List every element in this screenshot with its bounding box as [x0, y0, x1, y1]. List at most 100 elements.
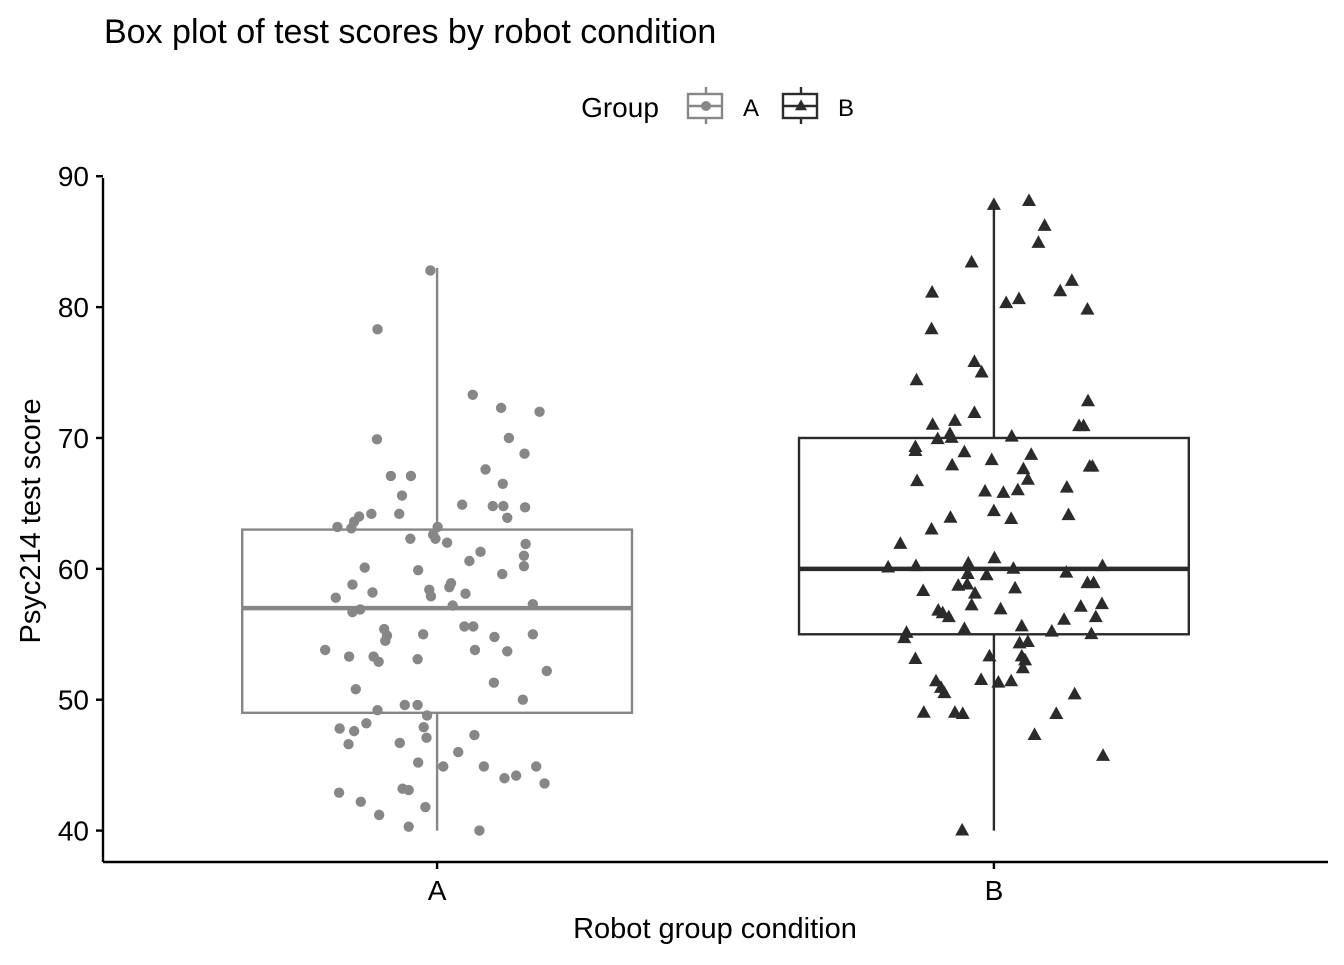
data-point-a-89 [403, 784, 414, 796]
data-point-b-54 [979, 567, 994, 581]
data-point-a-66 [350, 684, 361, 695]
data-point-a-74 [348, 725, 360, 737]
data-point-a-75 [418, 722, 429, 733]
data-point-a-43 [460, 588, 471, 599]
data-point-a-85 [510, 770, 522, 781]
data-point-a-71 [421, 710, 433, 721]
data-point-b-90 [1067, 686, 1082, 700]
data-point-a-0 [372, 324, 383, 335]
data-point-b-43 [1004, 511, 1019, 525]
data-point-b-44 [924, 521, 939, 535]
data-point-b-97 [955, 822, 970, 836]
data-point-a-68 [399, 699, 410, 711]
legend-label-a: A [743, 95, 759, 122]
data-point-b-95 [1027, 727, 1042, 740]
data-point-b-61 [1086, 575, 1101, 589]
data-point-a-79 [421, 732, 432, 743]
data-point-b-86 [937, 685, 952, 699]
data-point-a-39 [347, 579, 358, 590]
data-point-a-87 [539, 778, 550, 789]
data-point-b-63 [993, 601, 1008, 615]
data-point-b-36 [1059, 480, 1074, 493]
data-point-b-23 [1004, 428, 1019, 442]
data-point-a-23 [346, 523, 357, 534]
data-point-b-3 [1031, 235, 1046, 248]
data-point-b-29 [1024, 447, 1039, 460]
data-point-a-22 [332, 521, 343, 533]
data-point-a-26 [405, 533, 416, 544]
data-point-b-94 [1049, 706, 1064, 720]
data-point-a-5 [371, 434, 383, 445]
data-point-b-26 [908, 443, 923, 456]
y-tick-label-90: 90 [58, 161, 89, 192]
data-point-a-13 [456, 499, 468, 510]
data-point-a-78 [343, 739, 354, 750]
data-point-a-63 [502, 646, 513, 657]
data-point-a-55 [489, 631, 500, 643]
data-point-a-9 [385, 470, 397, 482]
data-point-b-12 [967, 354, 982, 367]
data-point-b-73 [897, 630, 912, 644]
data-point-a-34 [359, 562, 370, 573]
legend-label-b: B [838, 95, 854, 122]
data-point-a-28 [441, 537, 453, 548]
data-point-b-16 [967, 405, 982, 419]
data-point-b-20 [1076, 418, 1091, 432]
data-point-a-19 [394, 508, 405, 520]
data-point-b-18 [925, 417, 940, 430]
data-point-b-40 [986, 503, 1001, 517]
legend-marker-b [795, 99, 807, 111]
data-point-a-48 [527, 598, 539, 610]
data-point-b-42 [943, 510, 958, 523]
data-point-a-47 [447, 600, 458, 611]
data-point-a-6 [503, 432, 515, 444]
data-point-b-1 [986, 197, 1001, 210]
data-point-a-90 [333, 787, 345, 798]
data-point-a-65 [488, 677, 500, 688]
data-point-b-7 [925, 285, 940, 298]
data-point-b-96 [1096, 748, 1111, 761]
data-point-a-15 [498, 500, 509, 512]
chart-title: Box plot of test scores by robot conditi… [104, 13, 716, 51]
data-point-b-59 [1008, 580, 1023, 594]
data-point-b-15 [1081, 393, 1096, 407]
data-point-a-56 [527, 629, 539, 640]
data-point-b-11 [924, 321, 939, 335]
data-point-b-74 [957, 621, 972, 634]
data-point-a-60 [373, 656, 384, 667]
data-point-a-72 [361, 718, 372, 729]
data-point-b-2 [1037, 218, 1052, 231]
data-point-b-71 [1014, 618, 1029, 632]
data-point-a-81 [412, 757, 424, 768]
data-point-b-28 [984, 452, 999, 466]
data-point-a-40 [367, 587, 378, 598]
data-point-a-82 [438, 761, 449, 772]
data-point-a-73 [334, 723, 345, 734]
y-axis-label: Psyc214 test score [15, 399, 47, 644]
data-point-a-94 [403, 821, 414, 832]
data-point-a-64 [541, 665, 552, 677]
data-point-b-76 [1084, 626, 1099, 640]
data-point-a-50 [468, 621, 479, 632]
data-point-b-30 [945, 457, 960, 471]
data-point-a-46 [347, 606, 358, 618]
data-point-b-55 [916, 583, 931, 596]
data-point-a-3 [495, 402, 507, 414]
data-point-b-31 [1016, 461, 1031, 475]
data-point-b-50 [1006, 561, 1021, 574]
data-point-a-42 [425, 591, 437, 602]
data-point-b-38 [996, 485, 1011, 498]
data-point-a-61 [412, 653, 423, 665]
data-point-b-46 [908, 558, 923, 572]
data-point-b-4 [964, 254, 979, 268]
data-point-b-33 [1085, 459, 1100, 472]
x-tick-label-b: B [985, 875, 1004, 906]
data-point-b-70 [1088, 609, 1103, 623]
data-point-b-93 [955, 706, 970, 720]
data-point-b-39 [978, 483, 992, 497]
data-point-a-14 [487, 500, 498, 512]
legend-marker-a [701, 101, 711, 111]
y-tick-label-60: 60 [58, 554, 89, 585]
